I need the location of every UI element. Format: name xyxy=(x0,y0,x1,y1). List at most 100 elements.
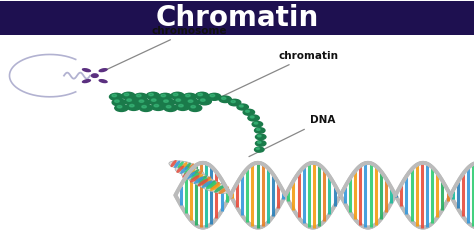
Ellipse shape xyxy=(176,166,184,173)
Circle shape xyxy=(127,99,131,101)
Ellipse shape xyxy=(198,179,208,186)
Circle shape xyxy=(257,142,261,143)
Circle shape xyxy=(115,100,119,102)
Circle shape xyxy=(256,148,259,150)
Circle shape xyxy=(117,106,122,108)
Circle shape xyxy=(164,100,168,102)
Circle shape xyxy=(154,104,159,107)
Ellipse shape xyxy=(99,68,108,72)
FancyBboxPatch shape xyxy=(0,1,474,34)
Circle shape xyxy=(198,93,202,96)
Circle shape xyxy=(112,99,126,106)
Circle shape xyxy=(124,93,129,96)
Circle shape xyxy=(109,93,123,100)
Ellipse shape xyxy=(190,175,200,182)
Circle shape xyxy=(127,104,140,110)
Circle shape xyxy=(250,116,254,118)
Circle shape xyxy=(91,74,98,78)
Ellipse shape xyxy=(219,186,229,194)
Circle shape xyxy=(228,99,241,106)
Ellipse shape xyxy=(182,171,212,183)
Ellipse shape xyxy=(174,161,180,168)
Circle shape xyxy=(161,94,166,97)
Circle shape xyxy=(201,99,205,101)
Ellipse shape xyxy=(202,180,212,188)
Ellipse shape xyxy=(198,175,207,183)
Circle shape xyxy=(231,100,236,103)
Ellipse shape xyxy=(180,166,188,174)
Ellipse shape xyxy=(182,170,191,178)
Ellipse shape xyxy=(185,163,191,170)
Ellipse shape xyxy=(188,168,195,176)
Circle shape xyxy=(146,92,160,99)
Circle shape xyxy=(112,94,117,97)
Circle shape xyxy=(248,115,259,121)
Ellipse shape xyxy=(206,180,216,188)
Ellipse shape xyxy=(210,182,220,189)
Ellipse shape xyxy=(99,79,108,83)
Text: DNA: DNA xyxy=(249,116,335,156)
Circle shape xyxy=(176,104,190,110)
Circle shape xyxy=(237,104,248,110)
Ellipse shape xyxy=(186,172,195,179)
Ellipse shape xyxy=(178,162,184,168)
Circle shape xyxy=(219,96,231,102)
Circle shape xyxy=(149,93,154,96)
Circle shape xyxy=(186,99,199,106)
Circle shape xyxy=(176,99,181,101)
Ellipse shape xyxy=(191,169,199,176)
Ellipse shape xyxy=(82,79,91,83)
Circle shape xyxy=(137,94,141,97)
Circle shape xyxy=(129,104,134,107)
Text: chromosome: chromosome xyxy=(107,26,228,70)
Ellipse shape xyxy=(202,179,211,186)
Ellipse shape xyxy=(175,166,204,177)
Circle shape xyxy=(254,122,258,124)
Ellipse shape xyxy=(188,164,194,170)
Circle shape xyxy=(239,105,243,107)
Ellipse shape xyxy=(194,174,203,182)
Circle shape xyxy=(208,93,221,100)
Circle shape xyxy=(151,99,156,101)
Circle shape xyxy=(221,97,226,100)
Circle shape xyxy=(159,93,172,100)
Ellipse shape xyxy=(210,184,221,191)
Ellipse shape xyxy=(198,178,208,185)
Circle shape xyxy=(115,104,128,112)
Ellipse shape xyxy=(184,168,191,175)
Ellipse shape xyxy=(181,162,187,169)
Circle shape xyxy=(124,98,137,105)
Circle shape xyxy=(191,106,195,108)
Circle shape xyxy=(252,122,263,127)
Text: Chromatin: Chromatin xyxy=(155,4,319,32)
Circle shape xyxy=(188,100,193,102)
Text: chromatin: chromatin xyxy=(216,51,338,99)
Circle shape xyxy=(171,92,184,99)
Circle shape xyxy=(255,134,266,140)
Circle shape xyxy=(152,104,165,110)
Circle shape xyxy=(134,93,147,100)
Circle shape xyxy=(164,104,177,112)
Ellipse shape xyxy=(82,68,91,72)
Circle shape xyxy=(255,147,264,152)
Circle shape xyxy=(139,100,144,102)
Circle shape xyxy=(139,104,153,112)
Circle shape xyxy=(149,98,162,105)
Ellipse shape xyxy=(195,170,203,177)
Ellipse shape xyxy=(169,161,196,170)
Ellipse shape xyxy=(171,160,177,167)
Circle shape xyxy=(179,104,183,107)
Circle shape xyxy=(183,93,196,100)
Circle shape xyxy=(255,128,265,133)
Circle shape xyxy=(161,99,174,106)
Circle shape xyxy=(246,110,249,112)
Circle shape xyxy=(257,135,261,137)
Ellipse shape xyxy=(190,173,199,180)
Ellipse shape xyxy=(214,185,225,192)
Ellipse shape xyxy=(189,176,221,188)
Ellipse shape xyxy=(197,180,230,194)
Circle shape xyxy=(137,99,150,106)
Circle shape xyxy=(195,92,209,99)
Circle shape xyxy=(173,98,187,105)
Circle shape xyxy=(243,109,255,115)
